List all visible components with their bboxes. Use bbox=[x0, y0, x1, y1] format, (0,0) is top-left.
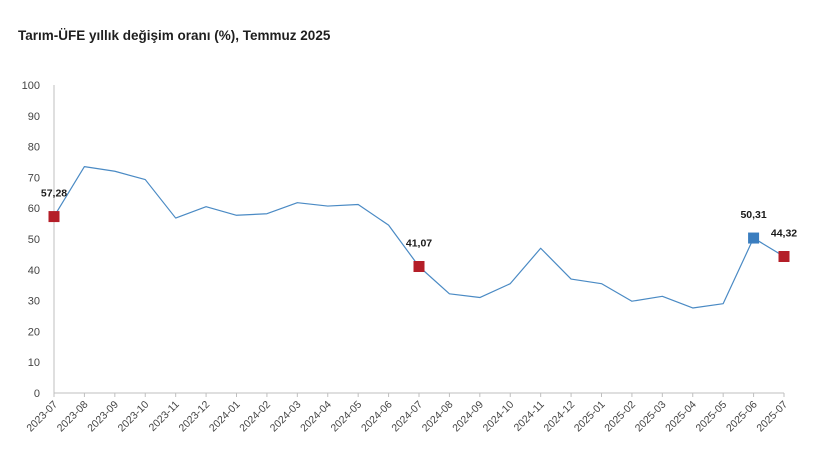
x-tick-label: 2023-07 bbox=[24, 399, 60, 435]
highlight-marker bbox=[778, 250, 790, 262]
x-tick-label: 2024-11 bbox=[512, 399, 547, 434]
y-tick-label: 50 bbox=[28, 234, 40, 246]
data-label: 44,32 bbox=[771, 227, 797, 239]
y-tick-label: 90 bbox=[28, 111, 40, 123]
x-tick-label: 2025-07 bbox=[754, 399, 790, 435]
y-tick-label: 30 bbox=[28, 296, 40, 308]
x-axis: 2023-072023-082023-092023-102023-112023-… bbox=[24, 392, 790, 435]
y-tick-label: 100 bbox=[22, 80, 40, 92]
y-tick-label: 0 bbox=[34, 388, 40, 400]
chart-title: Tarım-ÜFE yıllık değişim oranı (%), Temm… bbox=[18, 28, 331, 43]
y-axis: 0 10 20 30 40 50 60 70 80 90 100 bbox=[22, 80, 55, 400]
x-tick-label: 2024-07 bbox=[389, 399, 425, 435]
x-tick-label: 2023-08 bbox=[55, 399, 91, 435]
x-tick-label: 2025-04 bbox=[663, 399, 699, 435]
data-label: 41,07 bbox=[406, 238, 432, 250]
x-tick-label: 2025-03 bbox=[633, 399, 669, 435]
x-tick-label: 2025-06 bbox=[724, 399, 760, 435]
data-labels-layer: 57,28 41,07 50,31 44,32 bbox=[41, 188, 797, 250]
x-tick-label: 2024-10 bbox=[481, 399, 517, 435]
y-tick-label: 40 bbox=[28, 265, 40, 277]
x-tick-label: 2025-05 bbox=[694, 399, 730, 435]
x-tick-label: 2023-09 bbox=[85, 399, 121, 435]
data-label: 57,28 bbox=[41, 188, 67, 200]
x-tick-label: 2025-02 bbox=[602, 399, 638, 435]
highlight-marker bbox=[748, 232, 760, 244]
y-tick-label: 20 bbox=[28, 326, 40, 338]
x-tick-label: 2024-06 bbox=[359, 399, 395, 435]
y-tick-label: 80 bbox=[28, 142, 40, 154]
x-tick-label: 2024-02 bbox=[237, 399, 273, 435]
y-tick-label: 70 bbox=[28, 172, 40, 184]
highlight-marker bbox=[48, 211, 60, 223]
x-tick-label: 2024-12 bbox=[541, 399, 577, 435]
x-tick-label: 2025-01 bbox=[572, 399, 608, 435]
x-tick-label: 2024-09 bbox=[450, 399, 486, 435]
x-tick-label: 2024-05 bbox=[329, 399, 365, 435]
x-tick-label: 2023-11 bbox=[147, 399, 182, 434]
x-tick-label: 2024-08 bbox=[420, 399, 456, 435]
x-tick-label: 2024-04 bbox=[298, 399, 334, 435]
x-tick-label: 2023-10 bbox=[116, 399, 152, 435]
y-tick-label: 60 bbox=[28, 203, 40, 215]
data-label: 50,31 bbox=[740, 209, 766, 221]
x-tick-label: 2023-12 bbox=[176, 399, 212, 435]
y-tick-label: 10 bbox=[28, 357, 40, 369]
x-tick-label: 2024-01 bbox=[207, 399, 243, 435]
x-tick-label: 2024-03 bbox=[268, 399, 304, 435]
highlight-marker bbox=[413, 261, 425, 273]
markers-layer bbox=[48, 211, 790, 273]
